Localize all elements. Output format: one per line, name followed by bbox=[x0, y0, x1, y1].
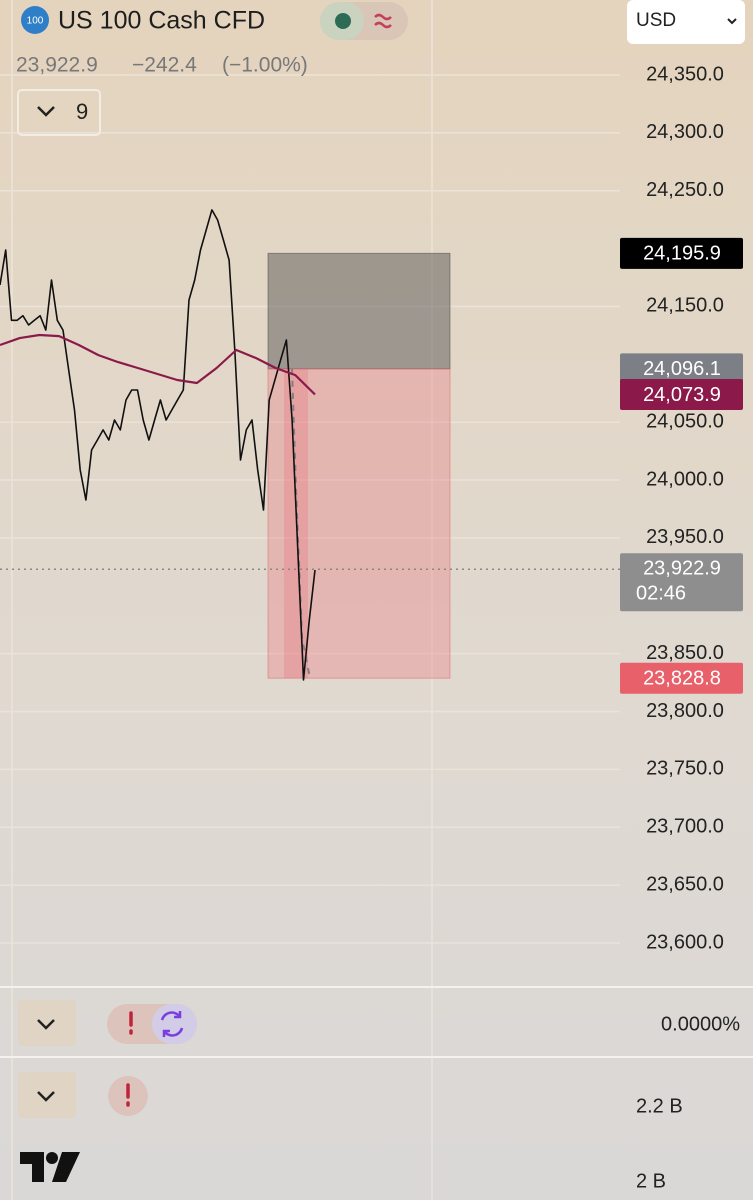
countdown: 02:46 bbox=[636, 583, 686, 605]
moving-average bbox=[0, 333, 316, 396]
currency-select[interactable] bbox=[627, 0, 745, 44]
y-tick-label: 23,700.0 bbox=[646, 816, 724, 838]
y-tick-label: 24,300.0 bbox=[646, 121, 724, 143]
y-tick-label: 23,600.0 bbox=[646, 931, 724, 953]
chevron bbox=[37, 106, 55, 117]
market-open-dot bbox=[335, 13, 351, 29]
stop-loss-zone bbox=[267, 368, 451, 679]
delayed-icon bbox=[374, 13, 392, 29]
y-tick-label: 23,750.0 bbox=[646, 758, 724, 780]
pane-value: 0.0000% bbox=[661, 1013, 740, 1035]
price-label-bg bbox=[620, 553, 743, 612]
symbol-badge-text: 100 bbox=[27, 16, 44, 27]
y-tick-label: 23,950.0 bbox=[646, 526, 724, 548]
price-line bbox=[0, 209, 316, 681]
y-tick-label: 24,350.0 bbox=[646, 63, 724, 85]
y-tick-label: 24,000.0 bbox=[646, 468, 724, 490]
price-label: 24,195.9 bbox=[643, 243, 721, 265]
price-change-pct: (−1.00%) bbox=[222, 54, 308, 77]
price-label: 24,073.9 bbox=[643, 384, 721, 406]
symbol-badge bbox=[21, 6, 49, 34]
take-profit-zone bbox=[267, 252, 451, 370]
tradingview-logo bbox=[20, 1152, 80, 1182]
y-tick-label: 24,050.0 bbox=[646, 410, 724, 432]
y-tick-label: 24,150.0 bbox=[646, 295, 724, 317]
pane-collapse-button[interactable] bbox=[18, 1072, 76, 1118]
symbol-title[interactable]: US 100 Cash CFD bbox=[58, 7, 265, 35]
pane-collapse-button[interactable] bbox=[18, 1000, 76, 1046]
currency-label: USD bbox=[636, 10, 676, 31]
price-label: 23,828.8 bbox=[643, 667, 721, 689]
refresh-icon bbox=[160, 1011, 184, 1037]
chevron bbox=[37, 1091, 55, 1102]
price-label-bg bbox=[620, 662, 743, 694]
price-label: 23,922.9 bbox=[643, 558, 721, 580]
y-tick-label: 24,250.0 bbox=[646, 179, 724, 201]
y-tick-label: 23,850.0 bbox=[646, 642, 724, 664]
pane-value: 2.2 B bbox=[636, 1095, 683, 1117]
pane-value: 2 B bbox=[636, 1170, 666, 1192]
price-label-bg bbox=[620, 237, 743, 269]
price-label: 24,096.1 bbox=[643, 358, 721, 380]
last-price: 23,922.9 bbox=[16, 54, 98, 77]
select-chevron bbox=[727, 18, 737, 25]
y-tick-label: 23,650.0 bbox=[646, 873, 724, 895]
y-tick-label: 23,800.0 bbox=[646, 700, 724, 722]
refresh-bg bbox=[152, 1004, 197, 1044]
chevron bbox=[37, 1019, 55, 1030]
price-label-bg bbox=[620, 353, 743, 385]
price-change: −242.4 bbox=[132, 54, 197, 77]
price-label-bg bbox=[620, 379, 743, 411]
indicators-count: 9 bbox=[76, 99, 88, 124]
indicators-button[interactable] bbox=[17, 89, 101, 136]
